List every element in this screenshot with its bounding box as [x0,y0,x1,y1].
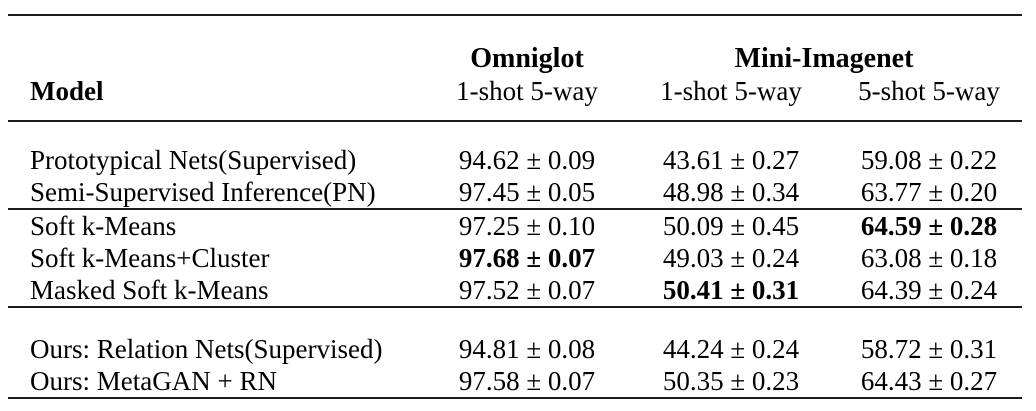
results-table: Omniglot Mini-Imagenet Model 1-shot 5-wa… [8,14,1023,399]
model-name-cell: Soft k-Means [30,211,177,241]
metric-cell: 63.77 ± 0.20 [860,177,998,207]
metric-cell: 50.35 ± 0.23 [662,366,800,396]
metric-cell: 44.24 ± 0.24 [662,334,800,364]
subheader-mini-1shot: 1-shot 5-way [660,76,802,106]
model-name-cell: Masked Soft k-Means [30,275,269,305]
table-row: Soft k-Means+Cluster 97.68 ± 0.07 49.03 … [8,242,1022,274]
table-row: Ours: Relation Nets(Supervised) 94.81 ± … [8,333,1022,365]
table-row: Prototypical Nets(Supervised) 94.62 ± 0.… [8,144,1022,176]
model-name-cell: Semi-Supervised Inference(PN) [30,177,376,207]
section-ours: Ours: Relation Nets(Supervised) 94.81 ± … [8,307,1023,398]
metric-cell: 64.43 ± 0.27 [860,366,998,396]
model-name-cell: Soft k-Means+Cluster [30,243,270,273]
section-baselines: Prototypical Nets(Supervised) 94.62 ± 0.… [8,121,1023,209]
subheader-mini-5shot: 5-shot 5-way [858,76,1000,106]
table-row: Masked Soft k-Means 97.52 ± 0.07 50.41 ±… [8,274,1023,307]
metric-cell: 64.39 ± 0.24 [860,275,998,305]
metric-cell-best: 97.68 ± 0.07 [458,243,596,273]
metric-cell: 58.72 ± 0.31 [860,334,998,364]
metric-cell: 97.25 ± 0.10 [458,211,596,241]
metric-cell: 94.62 ± 0.09 [458,145,596,175]
metric-cell: 59.08 ± 0.22 [860,145,998,175]
model-name-cell: Ours: Relation Nets(Supervised) [30,334,383,364]
table-row: Semi-Supervised Inference(PN) 97.45 ± 0.… [8,176,1023,209]
spacer-row [8,121,1022,144]
metric-cell: 48.98 ± 0.34 [662,177,800,207]
group-header-row: Omniglot Mini-Imagenet [8,15,1022,75]
group-header-mini-imagenet: Mini-Imagenet [734,43,914,74]
metric-cell: 43.61 ± 0.27 [662,145,800,175]
table-row: Ours: MetaGAN + RN 97.58 ± 0.07 50.35 ± … [8,365,1023,398]
model-column-header: Model [30,76,104,106]
group-header-empty-cell [8,15,428,75]
metric-cell: 97.52 ± 0.07 [458,275,596,305]
model-name-cell: Ours: MetaGAN + RN [30,366,277,396]
metric-cell: 97.58 ± 0.07 [458,366,596,396]
model-name-cell: Prototypical Nets(Supervised) [30,145,357,175]
section-soft-kmeans: Soft k-Means 97.25 ± 0.10 50.09 ± 0.45 6… [8,209,1023,307]
subheader-omniglot-1shot: 1-shot 5-way [456,76,598,106]
metric-cell: 94.81 ± 0.08 [458,334,596,364]
spacer-row [8,307,1022,333]
metric-cell-best: 50.41 ± 0.31 [662,275,800,305]
metric-cell: 97.45 ± 0.05 [458,177,596,207]
table-header: Omniglot Mini-Imagenet Model 1-shot 5-wa… [8,15,1023,121]
metric-cell: 50.09 ± 0.45 [662,211,800,241]
metric-cell: 63.08 ± 0.18 [860,243,998,273]
table-row: Soft k-Means 97.25 ± 0.10 50.09 ± 0.45 6… [8,209,1022,242]
group-header-omniglot: Omniglot [470,43,584,74]
subheader-row: Model 1-shot 5-way 1-shot 5-way 5-shot 5… [8,75,1023,121]
metric-cell: 49.03 ± 0.24 [662,243,800,273]
metric-cell-best: 64.59 ± 0.28 [860,211,998,241]
